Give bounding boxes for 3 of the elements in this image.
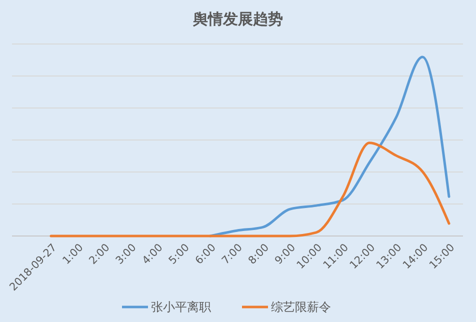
legend-label: 张小平离职 <box>151 300 211 314</box>
chart-title: 舆情发展趋势 <box>192 10 283 28</box>
legend-label: 综艺限薪令 <box>271 300 331 314</box>
